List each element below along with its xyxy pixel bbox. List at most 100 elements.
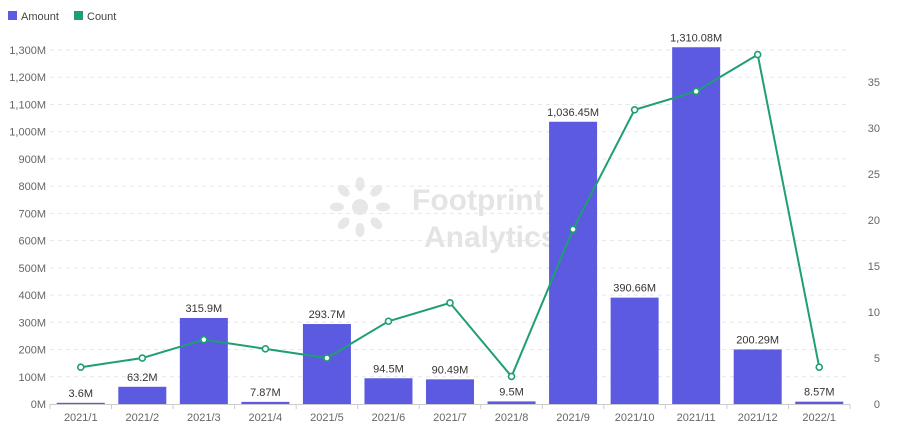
x-tick-label: 2021/5 [310,412,344,424]
amount-bar-labels: 3.6M 63.2M 315.9M 7.87M 293.7M 94.5M 90.49M 9.5… [69,32,835,400]
amount-bar[interactable] [118,386,167,404]
y-right-tick-label: 20 [868,215,880,227]
amount-bar[interactable] [179,317,228,404]
watermark-petal [355,223,365,237]
count-point[interactable] [323,354,331,362]
amount-bar[interactable] [672,47,721,405]
x-tick-label: 2021/10 [615,412,655,424]
legend[interactable]: Amount Count [8,11,116,23]
watermark-petal [370,217,383,230]
y-left-tick-label: 900M [18,154,46,166]
y-left-tick-label: 700M [18,208,46,220]
count-point[interactable] [753,50,762,59]
y-right-tick-label: 0 [874,399,880,411]
amount-bar[interactable] [549,121,598,404]
y-left-tick-label: 1,100M [9,99,46,111]
y-left-tick-label: 500M [18,263,46,275]
y-right-tick-label: 30 [868,123,880,135]
amount-bar-label: 1,036.45M [547,107,599,119]
count-point[interactable] [138,354,147,362]
amount-bar[interactable] [364,378,413,404]
amount-bar[interactable] [241,401,290,404]
y-left-tick-label: 0M [31,399,46,411]
count-point[interactable] [446,299,454,307]
count-point[interactable] [76,363,85,372]
y-left-tick-label: 1,000M [9,127,46,139]
amount-bar-label: 293.7M [309,309,346,321]
amount-bar[interactable] [302,324,351,404]
y-left-tick-label: 800M [18,181,46,193]
amount-bar[interactable] [733,349,782,404]
amount-bar[interactable] [56,402,105,404]
watermark-line-1: Footprint [412,184,544,217]
gridlines [50,49,850,378]
watermark: Footprint Analytics [330,177,557,254]
y-right-tick-label: 10 [868,307,880,319]
y-left-tick-label: 1,300M [9,45,46,57]
count-point[interactable] [630,105,639,114]
y-right-tick-label: 25 [868,169,880,181]
amount-bar-label: 1,310.08M [670,32,722,44]
watermark-line-2: Analytics [424,221,557,254]
amount-bar-label: 8.57M [804,387,835,399]
x-tick-label: 2021/4 [249,412,283,424]
watermark-petal [337,217,350,230]
count-point[interactable] [261,345,270,353]
watermark-petal [376,202,390,212]
count-point[interactable] [507,372,516,381]
y-axis-left: 0M 100M 200M 300M 400M 500M 600M 700M 800M 900M 1,… [9,45,46,411]
amount-bar[interactable] [426,379,474,404]
amount-bar-label: 390.66M [613,283,656,295]
count-point[interactable] [200,335,208,344]
count-line-layer [76,50,824,381]
watermark-petal [330,202,344,212]
y-left-tick-label: 300M [18,317,46,329]
amount-bar-label: 3.6M [69,388,93,400]
x-tick-label: 2021/12 [738,412,778,424]
amount-bar-label: 63.2M [127,372,158,384]
x-tick-label: 2021/9 [556,412,590,424]
y-left-tick-label: 100M [18,372,46,384]
amount-bar-label: 200.29M [736,334,779,346]
count-point[interactable] [692,87,700,96]
x-tick-label: 2021/2 [125,412,159,424]
x-tick-label: 2021/6 [372,412,406,424]
x-tick-label: 2021/11 [677,412,716,424]
watermark-center [352,199,368,215]
y-left-tick-label: 200M [18,345,46,357]
count-point[interactable] [384,317,393,326]
count-point[interactable] [815,363,824,372]
legend-swatch [74,11,83,20]
watermark-petal [355,177,365,191]
legend-swatch [8,11,17,20]
legend-label: Count [87,11,116,23]
count-point[interactable] [569,225,577,234]
amount-bar-label: 90.49M [432,364,469,376]
amount-bar-label: 94.5M [373,363,404,375]
amount-bar-label: 7.87M [250,387,281,399]
watermark-petal [337,184,350,197]
y-left-tick-label: 600M [18,236,46,248]
amount-bar[interactable] [610,297,659,404]
amount-bar[interactable] [795,401,844,404]
x-tick-label: 2022/1 [802,412,836,424]
y-left-tick-label: 1,200M [9,72,46,84]
y-right-tick-label: 35 [868,77,880,89]
legend-item-amount[interactable]: Amount [8,11,59,23]
x-tick-label: 2021/3 [187,412,221,424]
y-right-tick-label: 15 [868,261,880,273]
watermark-petal [370,184,383,197]
x-tick-label: 2021/1 [64,412,98,424]
x-tick-label: 2021/7 [433,412,467,424]
footprint-logo-icon [330,177,390,237]
x-tick-label: 2021/8 [495,412,529,424]
amount-bar-label: 315.9M [185,303,222,315]
legend-label: Amount [21,11,59,23]
legend-item-count[interactable]: Count [74,11,116,23]
x-axis: 2021/1 2021/2 2021/3 2021/4 2021/5 2021/6 2021… [49,404,851,424]
y-axis-right: 0 5 10 15 20 25 30 35 [868,77,880,411]
y-left-tick-label: 400M [18,290,46,302]
amount-bar[interactable] [487,401,536,404]
